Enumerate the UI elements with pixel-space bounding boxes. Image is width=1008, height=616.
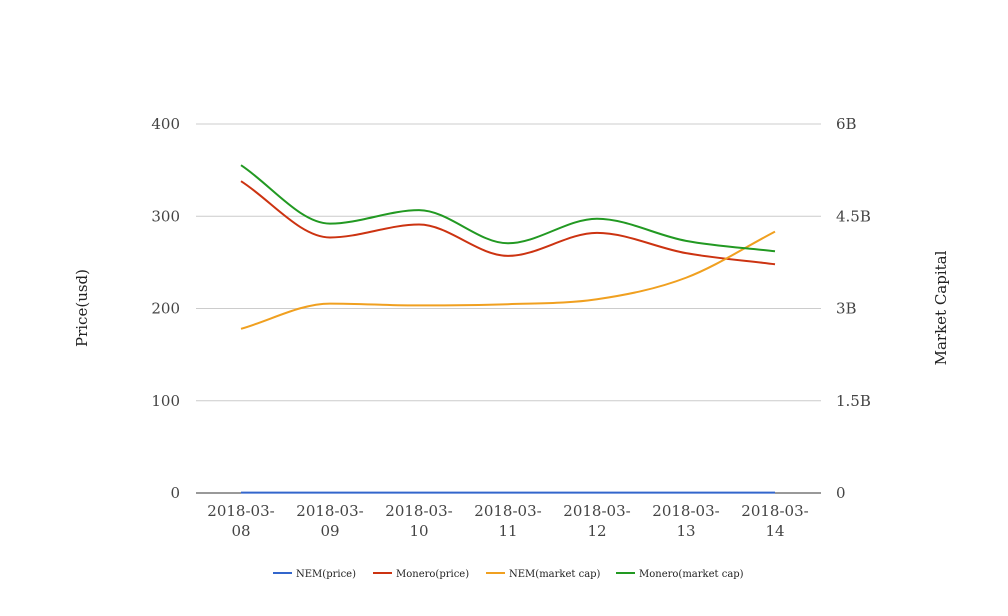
legend-label: NEM(market cap) [509,569,601,580]
series-line-1 [240,180,776,266]
y-tick-label-left: 300 [151,207,180,225]
x-tick-label: 2018-03-08 [207,502,274,540]
y-tick-label-right: 3B [836,300,857,318]
x-tick-label: 2018-03-14 [741,502,808,540]
y-tick-label-right: 6B [836,115,857,133]
x-tick-label: 2018-03-11 [474,502,541,540]
y-tick-label-right: 0 [836,484,846,502]
x-tick-label: 2018-03-12 [563,502,630,540]
x-tick-label: 2018-03-09 [296,502,363,540]
legend-label: Monero(market cap) [639,569,744,580]
axis-ticks: 0 0 100 1.5B 200 3B 300 4.5B 400 6B 2018-03-08 2018… [151,115,871,540]
y-axis-left-title: Price(usd) [73,269,91,347]
y-tick-label-right: 4.5B [836,207,871,225]
y-tick-label-left: 400 [151,115,180,133]
legend: NEM(price) Monero(price) NEM(market cap) Mo… [273,569,744,580]
y-tick-label-left: 200 [151,300,180,318]
legend-label: Monero(price) [396,569,469,580]
series-lines [240,164,776,494]
series-line-2 [240,230,776,330]
y-tick-label-left: 0 [170,484,180,502]
x-tick-label: 2018-03-10 [385,502,452,540]
grid-lines [196,123,821,494]
y-axis-right-title: Market Capital [932,250,950,365]
y-tick-label-left: 100 [151,392,180,410]
x-tick-label: 2018-03-13 [652,502,719,540]
legend-label: NEM(price) [296,569,356,580]
series-line-3 [240,164,776,253]
y-tick-label-right: 1.5B [836,392,871,410]
